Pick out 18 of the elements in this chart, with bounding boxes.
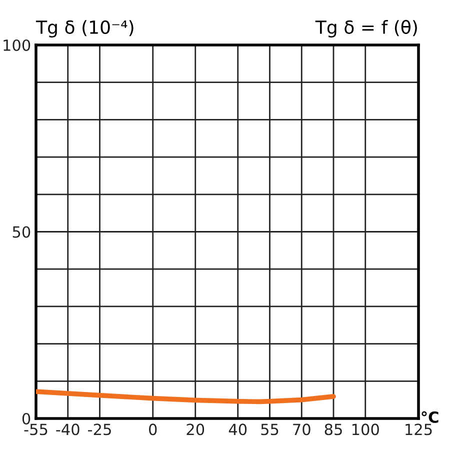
x-tick-label: -25 xyxy=(88,424,111,436)
x-axis-title: °C xyxy=(422,411,438,423)
x-tick-label: 100 xyxy=(352,424,379,436)
x-tick-label: 20 xyxy=(186,424,204,436)
y-axis-title: Tg δ (10⁻⁴) xyxy=(36,20,134,38)
x-tick-label: 0 xyxy=(149,424,157,436)
x-tick-label: -40 xyxy=(56,424,80,436)
chart-title: Tg δ = f (θ) xyxy=(315,20,417,38)
y-tick-label: 100 xyxy=(4,39,30,52)
x-tick-label: 85 xyxy=(324,424,342,436)
x-tick-label: 40 xyxy=(228,424,247,436)
x-tick-label: 70 xyxy=(293,424,310,436)
y-tick-label: 50 xyxy=(12,226,30,238)
y-tick-label: 0 xyxy=(22,412,30,425)
x-tick-label: 125 xyxy=(406,424,432,436)
x-tick-label: 55 xyxy=(261,424,278,436)
x-tick-label: -55 xyxy=(24,424,48,436)
line-series xyxy=(36,389,336,404)
